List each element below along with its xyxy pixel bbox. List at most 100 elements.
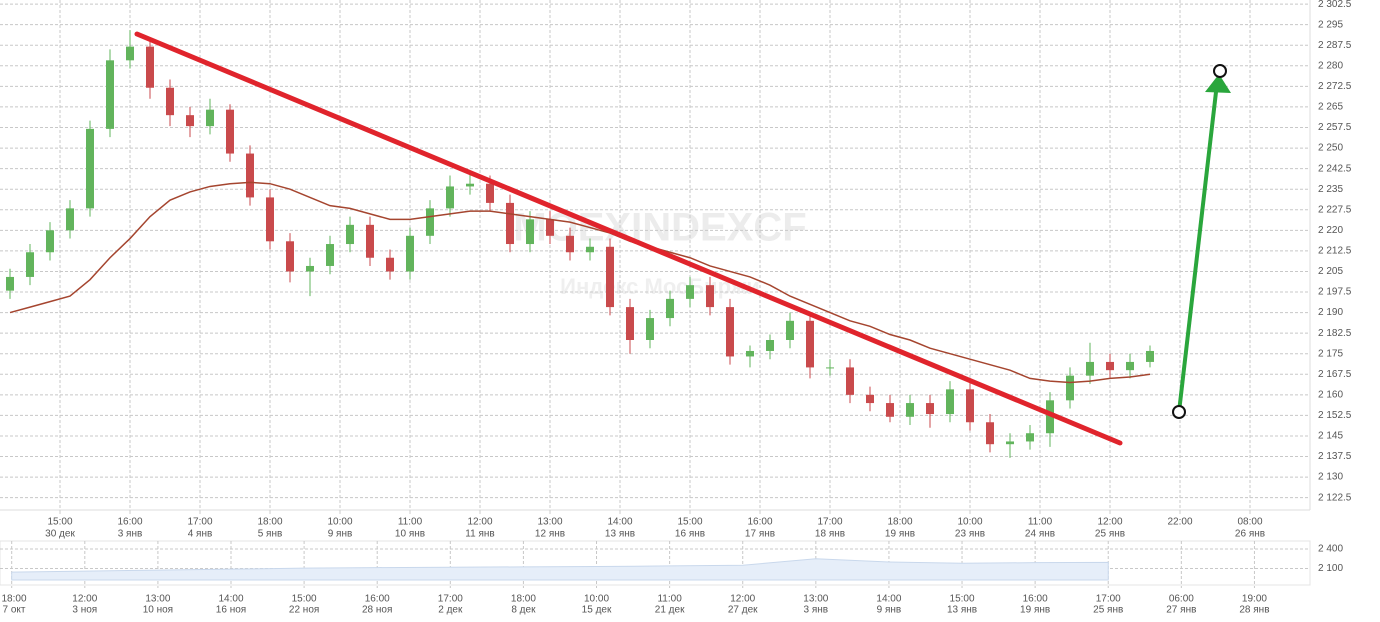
candle-body — [506, 202, 514, 245]
navigator-frame — [0, 540, 1311, 586]
candle-body — [366, 224, 374, 258]
candle-body — [86, 128, 94, 209]
x-tick-label: 13:00 — [803, 594, 828, 605]
x-tick-label: 17:00 — [187, 517, 212, 528]
x-tick-label: 18:00 — [511, 594, 536, 605]
x-tick-label: 10:00 — [584, 594, 609, 605]
candle-body — [546, 219, 554, 236]
x-tick-label: 30 дек — [45, 529, 75, 540]
x-tick-label: 10 ноя — [143, 605, 173, 616]
candle-body — [1026, 433, 1034, 442]
y-tick-label: 2 160 — [1318, 389, 1343, 400]
x-tick-label: 9 янв — [877, 605, 902, 616]
x-tick-label: 19:00 — [1242, 594, 1267, 605]
y-tick-label: 2 130 — [1318, 472, 1343, 483]
x-tick-label: 5 янв — [258, 529, 283, 540]
x-tick-label: 22 ноя — [289, 605, 319, 616]
y-tick-label: 2 265 — [1318, 102, 1343, 113]
x-tick-label: 08:00 — [1237, 517, 1262, 528]
candle-body — [1046, 400, 1054, 434]
x-tick-label: 18:00 — [887, 517, 912, 528]
candle-body — [786, 320, 794, 340]
candle-body — [606, 246, 614, 308]
candle-body — [166, 87, 174, 116]
candle-body — [286, 241, 294, 272]
candle-body — [626, 307, 634, 340]
navigator-area — [11, 558, 1109, 581]
y-tick-label: 2 175 — [1318, 348, 1343, 359]
x-tick-label: 3 янв — [804, 605, 829, 616]
candle-body — [906, 403, 914, 417]
candle-body — [206, 109, 214, 127]
grid — [0, 0, 1310, 510]
candle-body — [26, 252, 34, 277]
x-tick-label: 16:00 — [117, 517, 142, 528]
x-tick-label: 16:00 — [365, 594, 390, 605]
x-tick-label: 18:00 — [1, 594, 26, 605]
x-tick-label: 21 дек — [655, 605, 685, 616]
candle-body — [1106, 361, 1114, 371]
x-tick-label: 8 дек — [511, 605, 536, 616]
candle-body — [806, 320, 814, 368]
y-tick-label: 2 212.5 — [1318, 246, 1352, 257]
x-tick-label: 3 ноя — [72, 605, 97, 616]
x-tick-label: 3 янв — [118, 529, 143, 540]
candle-body — [826, 367, 834, 369]
candle-body — [1066, 375, 1074, 401]
x-tick-label: 14:00 — [607, 517, 632, 528]
candle-body — [246, 153, 254, 198]
arrow-point — [1213, 64, 1227, 78]
x-tick-label: 12:00 — [72, 594, 97, 605]
candle-body — [426, 208, 434, 236]
candle-body — [446, 186, 454, 209]
x-tick-label: 2 дек — [438, 605, 463, 616]
y-tick-label: 2 167.5 — [1318, 369, 1352, 380]
candle-body — [866, 394, 874, 404]
moving-average — [9, 181, 1151, 384]
x-tick-label: 12:00 — [730, 594, 755, 605]
x-tick-label: 10:00 — [327, 517, 352, 528]
x-tick-label: 19 янв — [885, 529, 915, 540]
candle-body — [346, 224, 354, 245]
x-tick-label: 14:00 — [218, 594, 243, 605]
x-tick-label: 11 янв — [465, 529, 494, 540]
arrow-head — [1205, 74, 1231, 93]
candle-body — [666, 298, 674, 319]
x-tick-label: 16:00 — [747, 517, 772, 528]
candle-body — [486, 183, 494, 203]
x-tick-label: 25 янв — [1093, 605, 1123, 616]
trend-line — [134, 31, 1123, 446]
x-tick-label: 23 янв — [955, 529, 985, 540]
candle-body — [646, 318, 654, 340]
candle-body — [226, 109, 234, 154]
y-tick-label: 2 250 — [1318, 143, 1343, 154]
y-tick-label: 2 197.5 — [1318, 287, 1352, 298]
candle-body — [306, 265, 314, 272]
candle-body — [66, 208, 74, 231]
y-tick-label: 2 137.5 — [1318, 451, 1352, 462]
x-tick-label: 7 окт — [3, 605, 26, 616]
candle-body — [766, 340, 774, 351]
candle-body — [706, 285, 714, 308]
candle-body — [46, 230, 54, 253]
y-tick-label: 2 227.5 — [1318, 204, 1352, 215]
x-tick-label: 15:00 — [677, 517, 702, 528]
x-tick-label: 19 янв — [1020, 605, 1050, 616]
candle-body — [1126, 361, 1134, 371]
candle-body — [886, 403, 894, 417]
x-tick-label: 15:00 — [47, 517, 72, 528]
x-tick-label: 16 ноя — [216, 605, 246, 616]
y-tick-label: 2 205 — [1318, 266, 1343, 277]
x-tick-label: 4 янв — [188, 529, 213, 540]
watermark-title: MOEXINDEXCF — [513, 206, 806, 250]
x-tick-label: 11:00 — [398, 517, 423, 528]
x-tick-label: 18:00 — [257, 517, 282, 528]
x-tick-label: 13:00 — [145, 594, 170, 605]
x-tick-label: 15 дек — [582, 605, 612, 616]
y-tick-label: 2 302.5 — [1318, 0, 1352, 10]
arrow-point — [1172, 405, 1186, 419]
x-tick-label: 12 янв — [535, 529, 565, 540]
